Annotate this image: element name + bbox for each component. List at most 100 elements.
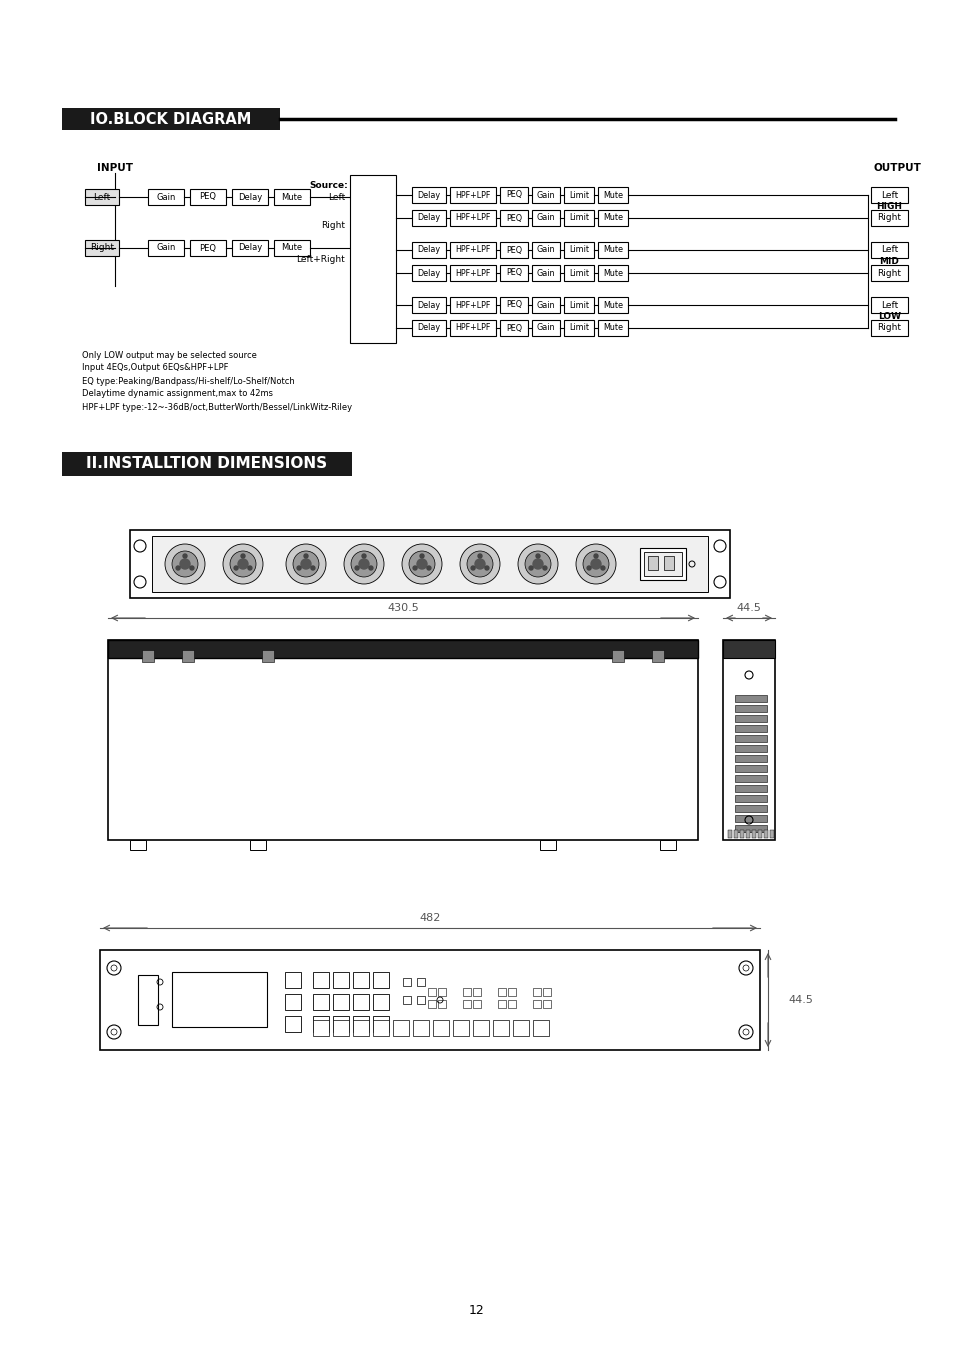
FancyBboxPatch shape <box>751 830 755 838</box>
Circle shape <box>739 1024 752 1039</box>
FancyBboxPatch shape <box>148 189 184 205</box>
FancyBboxPatch shape <box>539 840 556 851</box>
FancyBboxPatch shape <box>542 1000 551 1008</box>
FancyBboxPatch shape <box>507 1000 516 1008</box>
FancyBboxPatch shape <box>499 266 527 280</box>
FancyBboxPatch shape <box>412 266 446 280</box>
Circle shape <box>223 545 263 584</box>
Text: Mute: Mute <box>602 301 622 310</box>
FancyBboxPatch shape <box>643 551 681 576</box>
FancyBboxPatch shape <box>353 1016 369 1033</box>
FancyBboxPatch shape <box>428 1000 436 1008</box>
FancyBboxPatch shape <box>142 650 153 662</box>
FancyBboxPatch shape <box>190 189 226 205</box>
Text: Left: Left <box>880 190 897 200</box>
FancyBboxPatch shape <box>734 795 766 802</box>
FancyBboxPatch shape <box>734 705 766 712</box>
FancyBboxPatch shape <box>373 1016 389 1033</box>
Text: 44.5: 44.5 <box>787 995 812 1006</box>
Text: PEQ: PEQ <box>199 193 216 201</box>
Circle shape <box>301 559 311 569</box>
FancyBboxPatch shape <box>499 243 527 257</box>
FancyBboxPatch shape <box>563 297 594 313</box>
FancyBboxPatch shape <box>232 189 268 205</box>
FancyBboxPatch shape <box>232 240 268 256</box>
Circle shape <box>586 566 591 570</box>
FancyBboxPatch shape <box>412 243 446 257</box>
FancyBboxPatch shape <box>734 745 766 752</box>
FancyBboxPatch shape <box>130 840 146 851</box>
FancyBboxPatch shape <box>745 830 749 838</box>
Circle shape <box>304 554 308 558</box>
Circle shape <box>477 554 481 558</box>
Text: 12: 12 <box>469 1304 484 1317</box>
FancyBboxPatch shape <box>285 1016 301 1033</box>
FancyBboxPatch shape <box>870 297 907 313</box>
Text: Right: Right <box>877 268 901 278</box>
FancyBboxPatch shape <box>130 530 729 599</box>
Circle shape <box>241 554 245 558</box>
Text: Gain: Gain <box>156 244 175 252</box>
Circle shape <box>582 551 608 577</box>
FancyBboxPatch shape <box>313 993 329 1010</box>
FancyBboxPatch shape <box>437 1000 446 1008</box>
FancyBboxPatch shape <box>353 972 369 988</box>
Circle shape <box>296 566 301 570</box>
Text: Gain: Gain <box>537 268 555 278</box>
Text: Delay: Delay <box>417 245 440 255</box>
FancyBboxPatch shape <box>148 240 184 256</box>
Text: Right: Right <box>877 324 901 333</box>
FancyBboxPatch shape <box>85 240 119 256</box>
FancyBboxPatch shape <box>108 640 698 658</box>
FancyBboxPatch shape <box>733 830 738 838</box>
FancyBboxPatch shape <box>473 1000 480 1008</box>
FancyBboxPatch shape <box>450 187 496 204</box>
FancyBboxPatch shape <box>333 1016 349 1033</box>
Text: Source:: Source: <box>309 181 348 190</box>
Circle shape <box>739 961 752 975</box>
FancyBboxPatch shape <box>563 319 594 336</box>
Text: Limit: Limit <box>568 324 588 333</box>
Circle shape <box>180 559 190 569</box>
Text: Limit: Limit <box>568 268 588 278</box>
FancyBboxPatch shape <box>734 696 766 702</box>
FancyBboxPatch shape <box>433 1020 449 1037</box>
Text: PEQ: PEQ <box>505 324 521 333</box>
FancyBboxPatch shape <box>734 755 766 762</box>
Text: HPF+LPF type:-12~-36dB/oct,ButterWorth/Bessel/LinkWitz-Riley: HPF+LPF type:-12~-36dB/oct,ButterWorth/B… <box>82 403 352 411</box>
Circle shape <box>344 545 384 584</box>
FancyBboxPatch shape <box>402 996 411 1004</box>
Circle shape <box>576 545 616 584</box>
FancyBboxPatch shape <box>722 640 774 840</box>
FancyBboxPatch shape <box>663 555 673 570</box>
Text: IO.BLOCK DIAGRAM: IO.BLOCK DIAGRAM <box>91 112 252 127</box>
FancyBboxPatch shape <box>563 210 594 226</box>
Text: LOW: LOW <box>877 311 900 321</box>
FancyBboxPatch shape <box>532 243 559 257</box>
FancyBboxPatch shape <box>450 297 496 313</box>
Circle shape <box>176 566 180 570</box>
FancyBboxPatch shape <box>532 187 559 204</box>
Circle shape <box>361 554 366 558</box>
Text: Left: Left <box>328 193 345 201</box>
Text: Gain: Gain <box>156 193 175 201</box>
FancyBboxPatch shape <box>108 640 698 840</box>
FancyBboxPatch shape <box>769 830 773 838</box>
Text: EQ type:Peaking/Bandpass/Hi-shelf/Lo-Shelf/Notch: EQ type:Peaking/Bandpass/Hi-shelf/Lo-She… <box>82 376 294 386</box>
FancyBboxPatch shape <box>493 1020 509 1037</box>
Text: OUTPUT: OUTPUT <box>873 163 921 173</box>
FancyBboxPatch shape <box>450 243 496 257</box>
Circle shape <box>358 559 369 569</box>
Circle shape <box>475 559 484 569</box>
FancyBboxPatch shape <box>373 1020 389 1037</box>
FancyBboxPatch shape <box>598 266 627 280</box>
Text: MID: MID <box>879 257 899 266</box>
Circle shape <box>536 554 539 558</box>
Text: PEQ: PEQ <box>505 268 521 278</box>
FancyBboxPatch shape <box>533 1000 540 1008</box>
FancyBboxPatch shape <box>333 972 349 988</box>
FancyBboxPatch shape <box>274 240 310 256</box>
Circle shape <box>416 559 427 569</box>
FancyBboxPatch shape <box>172 972 267 1027</box>
FancyBboxPatch shape <box>870 187 907 204</box>
